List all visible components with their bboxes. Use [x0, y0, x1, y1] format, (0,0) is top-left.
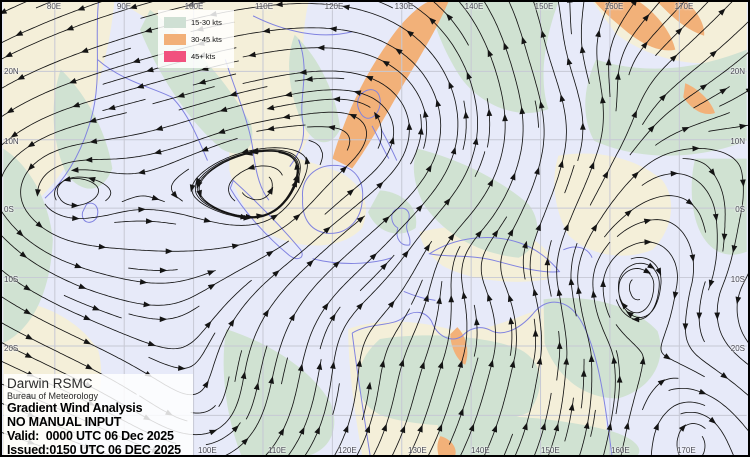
lat-label-right: 20S: [730, 344, 745, 353]
lon-label-bottom: 160E: [611, 446, 630, 455]
lon-label-bottom: 140E: [471, 446, 490, 455]
legend-swatch: [164, 51, 186, 62]
lat-label-left: 10N: [4, 137, 19, 146]
lon-label-bottom: 100E: [198, 446, 217, 455]
lat-label-left: 20N: [4, 67, 19, 76]
lon-label-top: 160E: [604, 2, 624, 11]
analysis-info-box: Darwin RSMC Bureau of Meteorology Gradie…: [4, 374, 193, 457]
lon-label-top: 120E: [324, 2, 344, 11]
product-title: Gradient Wind Analysis: [7, 401, 143, 415]
lon-label-top: 90E: [116, 2, 132, 11]
lon-label-top: 100E: [184, 2, 204, 11]
legend-label: 30-45 kts: [191, 35, 222, 44]
legend-row: 15-30 kts: [164, 14, 234, 31]
wind-speed-legend: 15-30 kts 30-45 kts 45+ kts: [158, 10, 234, 68]
lon-label-top: 130E: [394, 2, 414, 11]
lon-label-bottom: 110E: [268, 446, 287, 455]
lon-label-bottom: 130E: [408, 446, 427, 455]
lon-label-top: 80E: [46, 2, 62, 11]
lon-label-bottom: 120E: [338, 446, 357, 455]
legend-row: 30-45 kts: [164, 31, 234, 48]
lon-label-bottom: 150E: [541, 446, 560, 455]
issued-time: Issued:0150 UTC 06 DEC 2025: [7, 443, 181, 457]
lat-label-left: 0S: [4, 205, 14, 214]
legend-swatch: [164, 17, 186, 28]
lon-label-top: 110E: [254, 2, 274, 11]
lat-label-left: 10S: [4, 275, 19, 284]
lat-label-right: 0S: [735, 205, 745, 214]
lat-label-right: 10N: [730, 137, 745, 146]
lat-label-right: 20N: [730, 67, 745, 76]
legend-label: 15-30 kts: [191, 18, 222, 27]
legend-swatch: [164, 34, 186, 45]
legend-row: 45+ kts: [164, 48, 234, 65]
lat-label-right: 10S: [730, 275, 745, 284]
org-name: Bureau of Meteorology: [7, 391, 99, 401]
lon-label-bottom: 170E: [677, 446, 696, 455]
lon-label-top: 150E: [534, 2, 554, 11]
lon-label-top: 170E: [674, 2, 694, 11]
lon-label-top: 140E: [464, 2, 484, 11]
legend-label: 45+ kts: [191, 52, 216, 61]
valid-time: Valid: 0000 UTC 06 Dec 2025: [7, 429, 174, 443]
manual-input-note: NO MANUAL INPUT: [7, 415, 122, 429]
agency-name: Darwin RSMC: [7, 376, 93, 391]
lat-label-left: 20S: [4, 344, 19, 353]
